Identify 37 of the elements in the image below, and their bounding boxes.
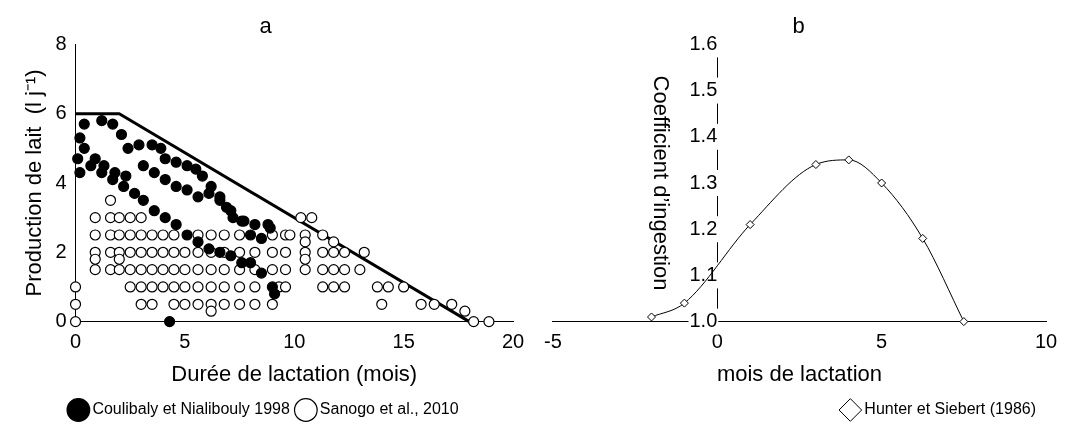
x-tick-label: 10 (1034, 330, 1058, 353)
x-tick-label: 20 (501, 330, 525, 353)
y-tick-label: 1.2 (689, 216, 718, 239)
legend-label: Sanogo et al., 2010 (319, 400, 459, 418)
y-tick-label: 4 (55, 170, 67, 193)
y-tick-label: 2 (55, 239, 67, 262)
y-tick-label: 1.0 (689, 309, 718, 332)
point (918, 233, 928, 243)
chart-title: a (259, 13, 273, 39)
y-tick-label: 1.1 (689, 262, 718, 285)
y-tick-label: 1.3 (689, 170, 718, 193)
x-tick-label: 15 (392, 330, 415, 353)
y-axis-title: Production de lait (l j⁻¹) (21, 69, 47, 297)
point (844, 155, 854, 165)
point (647, 312, 657, 322)
y-tick-label: 8 (55, 31, 67, 54)
x-tick-label: 0 (69, 330, 82, 353)
x-axis-title: Durée de lactation (mois) (171, 360, 418, 386)
y-tick-label: 1.5 (689, 78, 718, 101)
y-tick-label: 1.6 (689, 31, 718, 54)
y-tick-label: 6 (55, 101, 67, 124)
x-tick-label: 5 (179, 330, 191, 353)
chart-title: b (792, 13, 805, 39)
y-tick-label: 1.4 (689, 124, 718, 147)
point (745, 220, 755, 230)
legend-label: Coulibaly et Nialibouly 1998 (92, 400, 290, 418)
point (811, 160, 821, 170)
point (877, 178, 887, 188)
point (679, 298, 689, 308)
x-tick-label: 5 (876, 330, 888, 353)
x-tick-label: -5 (543, 330, 562, 353)
y-axis-title: Coefficient d’ingestion (649, 75, 675, 291)
x-axis-title: mois de lactation (716, 360, 882, 386)
x-tick-label: 10 (283, 330, 306, 353)
y-tick-label: 0 (55, 309, 67, 332)
legend-label: Hunter et Siebert (1986) (864, 400, 1037, 418)
point (959, 317, 969, 327)
